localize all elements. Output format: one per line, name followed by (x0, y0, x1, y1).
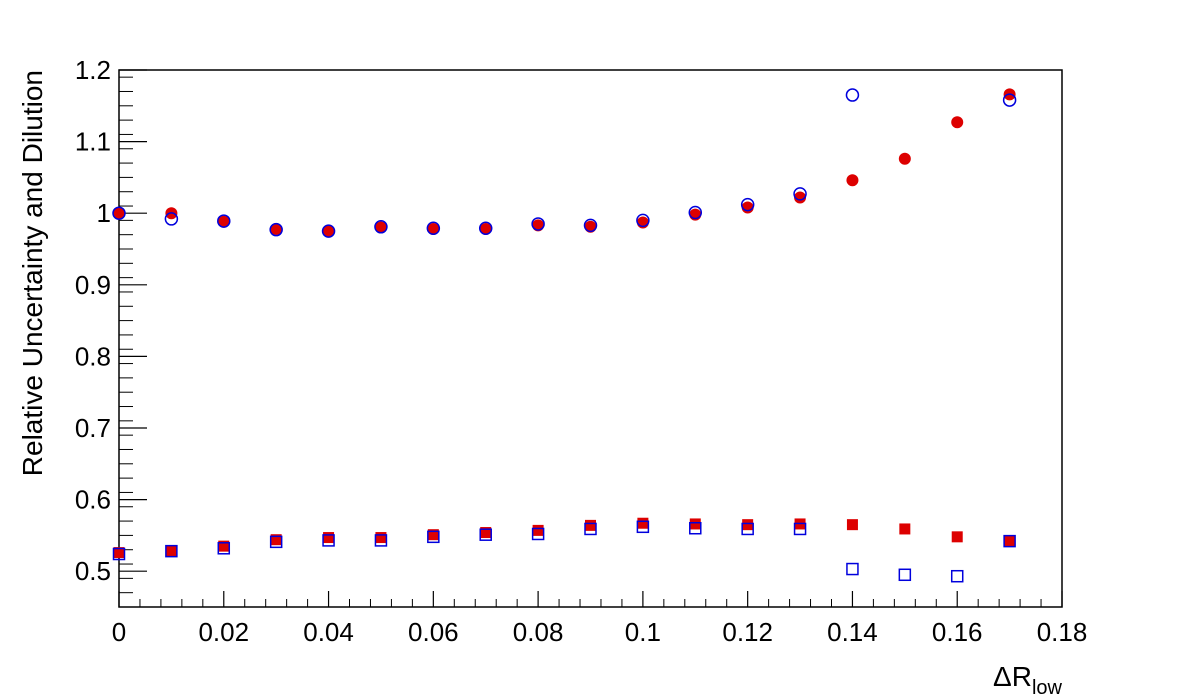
y-tick-label: 0.5 (75, 556, 111, 586)
data-point-filled-square (165, 545, 177, 557)
data-point-open-circle (688, 205, 703, 220)
y-tick-label: 0.6 (75, 485, 111, 515)
data-point-open-square (269, 535, 283, 549)
data-point-filled-circle (113, 207, 125, 220)
plot-frame (118, 69, 1063, 608)
data-point-open-circle (583, 218, 598, 233)
data-point-filled-circle (427, 222, 440, 235)
data-point-filled-square (532, 524, 544, 536)
data-point-open-circle (217, 214, 231, 228)
x-tick-label: 0 (112, 617, 126, 647)
data-point-open-circle (112, 206, 126, 220)
data-point-open-square (479, 528, 492, 541)
data-point-filled-square (480, 527, 492, 539)
x-tick-label: 0.12 (722, 617, 773, 647)
x-axis-title: ΔRlow (993, 661, 1063, 699)
x-axis-title-sub: low (1032, 677, 1063, 699)
data-point-filled-square (270, 534, 282, 546)
y-tick-label: 0.9 (75, 270, 111, 300)
data-point-open-square (689, 521, 702, 535)
data-point-open-circle (740, 197, 755, 212)
data-point-filled-circle (846, 174, 859, 187)
data-point-filled-circle (794, 191, 807, 204)
axis-ticks (118, 69, 1063, 608)
data-point-open-circle (164, 212, 179, 226)
data-point-open-square (950, 569, 964, 583)
data-point-open-square (112, 547, 126, 561)
data-point-open-square (741, 522, 754, 536)
data-point-filled-circle (951, 116, 964, 129)
data-markers (112, 88, 1017, 583)
data-point-filled-square (899, 523, 911, 535)
x-tick-label: 0.1 (625, 617, 661, 647)
data-point-open-square (217, 542, 231, 555)
data-point-filled-circle (270, 222, 283, 235)
data-point-open-square (584, 522, 597, 536)
data-point-open-circle (374, 220, 388, 234)
data-point-open-square (322, 534, 335, 547)
x-tick-label: 0.14 (827, 617, 878, 647)
data-point-filled-square (689, 518, 701, 530)
y-tick-label: 0.8 (75, 341, 111, 371)
data-point-open-square (1003, 534, 1016, 548)
data-point-filled-square (951, 531, 963, 543)
data-point-filled-square (1004, 535, 1016, 547)
x-tick-label: 0.04 (303, 617, 354, 647)
y-tick-label: 0.7 (75, 413, 111, 443)
x-tick-label: 0.06 (408, 617, 459, 647)
data-point-open-circle (636, 213, 650, 228)
data-point-filled-square (637, 517, 649, 529)
tick-labels: 0 0.02 0.04 0.06 0.08 0.1 0.12 0.14 0.16 0.18 0.5 0… (75, 55, 1087, 647)
data-point-filled-circle (898, 152, 911, 165)
data-point-open-square (846, 562, 859, 576)
x-tick-label: 0.16 (932, 617, 983, 647)
data-point-filled-square (218, 540, 230, 552)
x-axis-title-main: ΔR (993, 661, 1032, 692)
data-point-open-circle (845, 88, 860, 102)
data-point-open-circle (531, 217, 545, 231)
data-point-filled-square (585, 519, 596, 531)
y-tick-label: 1 (97, 198, 111, 228)
data-point-filled-circle (322, 225, 335, 238)
data-point-filled-square (113, 547, 125, 559)
y-tick-label: 1.1 (75, 127, 111, 157)
x-tick-label: 0.08 (513, 617, 564, 647)
data-point-open-square (374, 534, 388, 547)
data-point-open-circle (1002, 93, 1017, 107)
data-point-open-circle (478, 221, 493, 235)
data-point-open-circle (321, 224, 336, 238)
data-point-open-square (531, 527, 545, 541)
data-point-filled-circle (374, 221, 387, 234)
data-point-open-circle (793, 187, 807, 201)
data-point-filled-circle (741, 201, 754, 214)
data-point-open-square (165, 544, 178, 558)
data-point-filled-circle (479, 222, 492, 235)
data-point-open-circle (426, 221, 441, 235)
y-axis-title: Relative Uncertainty and Dilution (17, 70, 48, 476)
data-point-open-circle (269, 222, 283, 237)
data-point-filled-square (375, 532, 387, 544)
x-tick-label: 0.02 (198, 617, 249, 647)
data-point-open-square (898, 568, 912, 582)
x-tick-label: 0.18 (1037, 617, 1088, 647)
y-tick-label: 1.2 (75, 55, 111, 85)
data-point-open-square (636, 520, 650, 534)
data-point-filled-square (427, 529, 439, 541)
data-point-open-square (793, 522, 807, 536)
data-point-filled-square (846, 519, 858, 531)
data-point-filled-square (742, 519, 754, 531)
data-point-filled-square (323, 532, 335, 544)
data-point-open-square (427, 530, 440, 544)
data-point-filled-circle (217, 215, 230, 228)
